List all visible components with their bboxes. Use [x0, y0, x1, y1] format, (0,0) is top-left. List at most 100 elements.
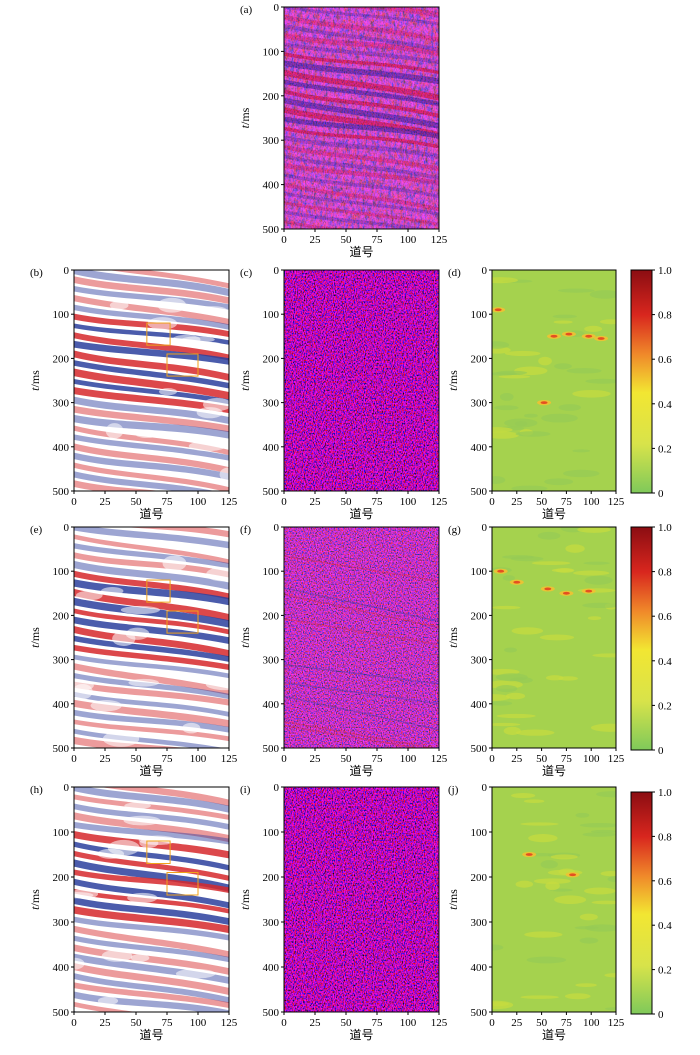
y-tick-label: 200	[471, 872, 488, 884]
colorbar-tick-label: 1.0	[658, 522, 672, 534]
x-tick-label: 125	[431, 1017, 448, 1029]
y-tick-label: 400	[263, 699, 280, 711]
y-tick-label: 200	[53, 353, 70, 365]
y-tick-label: 100	[263, 46, 280, 58]
y-tick-label: 500	[53, 743, 70, 755]
y-tick-label: 100	[471, 566, 488, 578]
y-tick-label: 300	[471, 917, 488, 929]
colorbar-tick-label: 0.8	[658, 567, 672, 579]
x-axis-label: 道号	[542, 1028, 566, 1042]
y-tick-label: 300	[471, 398, 488, 410]
highlight-box	[146, 322, 171, 346]
y-tick-label: 200	[263, 91, 280, 103]
y-tick-label: 100	[263, 566, 280, 578]
x-tick-label: 0	[281, 1017, 287, 1029]
y-tick-label: 100	[263, 309, 280, 321]
y-tick-label: 400	[53, 699, 70, 711]
y-tick-label: 400	[471, 962, 488, 974]
y-tick-label: 0	[274, 522, 280, 534]
x-tick-label: 0	[489, 496, 495, 508]
x-tick-label: 125	[608, 496, 625, 508]
y-tick-label: 0	[482, 265, 488, 277]
y-tick-label: 300	[471, 655, 488, 667]
colorbar-tick-label: 0	[658, 745, 664, 757]
x-tick-label: 50	[341, 753, 353, 765]
x-tick-label: 50	[536, 753, 548, 765]
x-tick-label: 50	[131, 1017, 143, 1029]
colorbar-tick-label: 0.2	[658, 700, 672, 712]
colorbar	[630, 526, 653, 751]
panel-label: (i)	[240, 784, 251, 796]
x-tick-label: 75	[372, 753, 384, 765]
y-tick-label: 300	[53, 398, 70, 410]
panel-frame	[73, 269, 230, 492]
y-axis-label: t/ms	[28, 627, 42, 648]
x-tick-label: 0	[489, 753, 495, 765]
x-tick-label: 25	[310, 234, 322, 246]
colorbar-tick-label: 0.6	[658, 611, 672, 623]
highlight-box	[146, 579, 171, 603]
panel-label: (g)	[448, 524, 461, 536]
x-tick-label: 100	[400, 234, 417, 246]
panel-label: (d)	[448, 267, 461, 279]
x-tick-label: 50	[341, 234, 353, 246]
colorbar-tick-label: 0.6	[658, 876, 672, 888]
y-tick-label: 0	[274, 2, 280, 14]
y-tick-label: 200	[263, 872, 280, 884]
y-axis-label: t/ms	[238, 627, 252, 648]
x-tick-label: 75	[561, 1017, 573, 1029]
y-tick-label: 200	[53, 610, 70, 622]
x-axis-label: 道号	[139, 507, 163, 521]
y-axis-label: t/ms	[28, 889, 42, 910]
colorbar-tick-label: 0	[658, 1009, 664, 1021]
panel-frame	[283, 6, 440, 230]
panel-frame	[283, 526, 440, 749]
colorbar-tick-label: 0	[658, 488, 664, 500]
y-tick-label: 400	[53, 962, 70, 974]
x-tick-label: 100	[400, 1017, 417, 1029]
y-tick-label: 400	[263, 180, 280, 192]
y-tick-label: 400	[263, 962, 280, 974]
x-axis-label: 道号	[139, 1028, 163, 1042]
x-tick-label: 0	[281, 234, 287, 246]
x-tick-label: 100	[400, 496, 417, 508]
y-tick-label: 0	[64, 522, 70, 534]
x-axis-label: 道号	[349, 1028, 373, 1042]
x-tick-label: 100	[583, 1017, 600, 1029]
x-tick-label: 125	[431, 753, 448, 765]
colorbar	[630, 791, 653, 1015]
colorbar-tick-label: 0.4	[658, 656, 672, 668]
panel-label: (f)	[240, 524, 251, 536]
y-tick-label: 500	[263, 743, 280, 755]
x-tick-label: 75	[561, 753, 573, 765]
x-tick-label: 75	[162, 753, 174, 765]
y-tick-label: 0	[482, 522, 488, 534]
x-tick-label: 125	[431, 234, 448, 246]
x-tick-label: 25	[100, 1017, 112, 1029]
x-tick-label: 125	[221, 1017, 238, 1029]
panel-label: (h)	[30, 784, 43, 796]
x-tick-label: 100	[190, 1017, 207, 1029]
x-tick-label: 125	[221, 753, 238, 765]
colorbar-tick-label: 0.8	[658, 831, 672, 843]
x-tick-label: 50	[341, 1017, 353, 1029]
colorbar-tick-label: 0.2	[658, 443, 672, 455]
y-tick-label: 200	[53, 872, 70, 884]
y-tick-label: 500	[263, 486, 280, 498]
y-tick-label: 500	[263, 224, 280, 236]
colorbar-tick-label: 0.4	[658, 920, 672, 932]
x-tick-label: 25	[310, 496, 322, 508]
y-tick-label: 300	[53, 917, 70, 929]
x-tick-label: 0	[281, 496, 287, 508]
x-tick-label: 100	[400, 753, 417, 765]
x-tick-label: 75	[372, 496, 384, 508]
colorbar-tick-label: 0.8	[658, 310, 672, 322]
y-tick-label: 400	[263, 442, 280, 454]
